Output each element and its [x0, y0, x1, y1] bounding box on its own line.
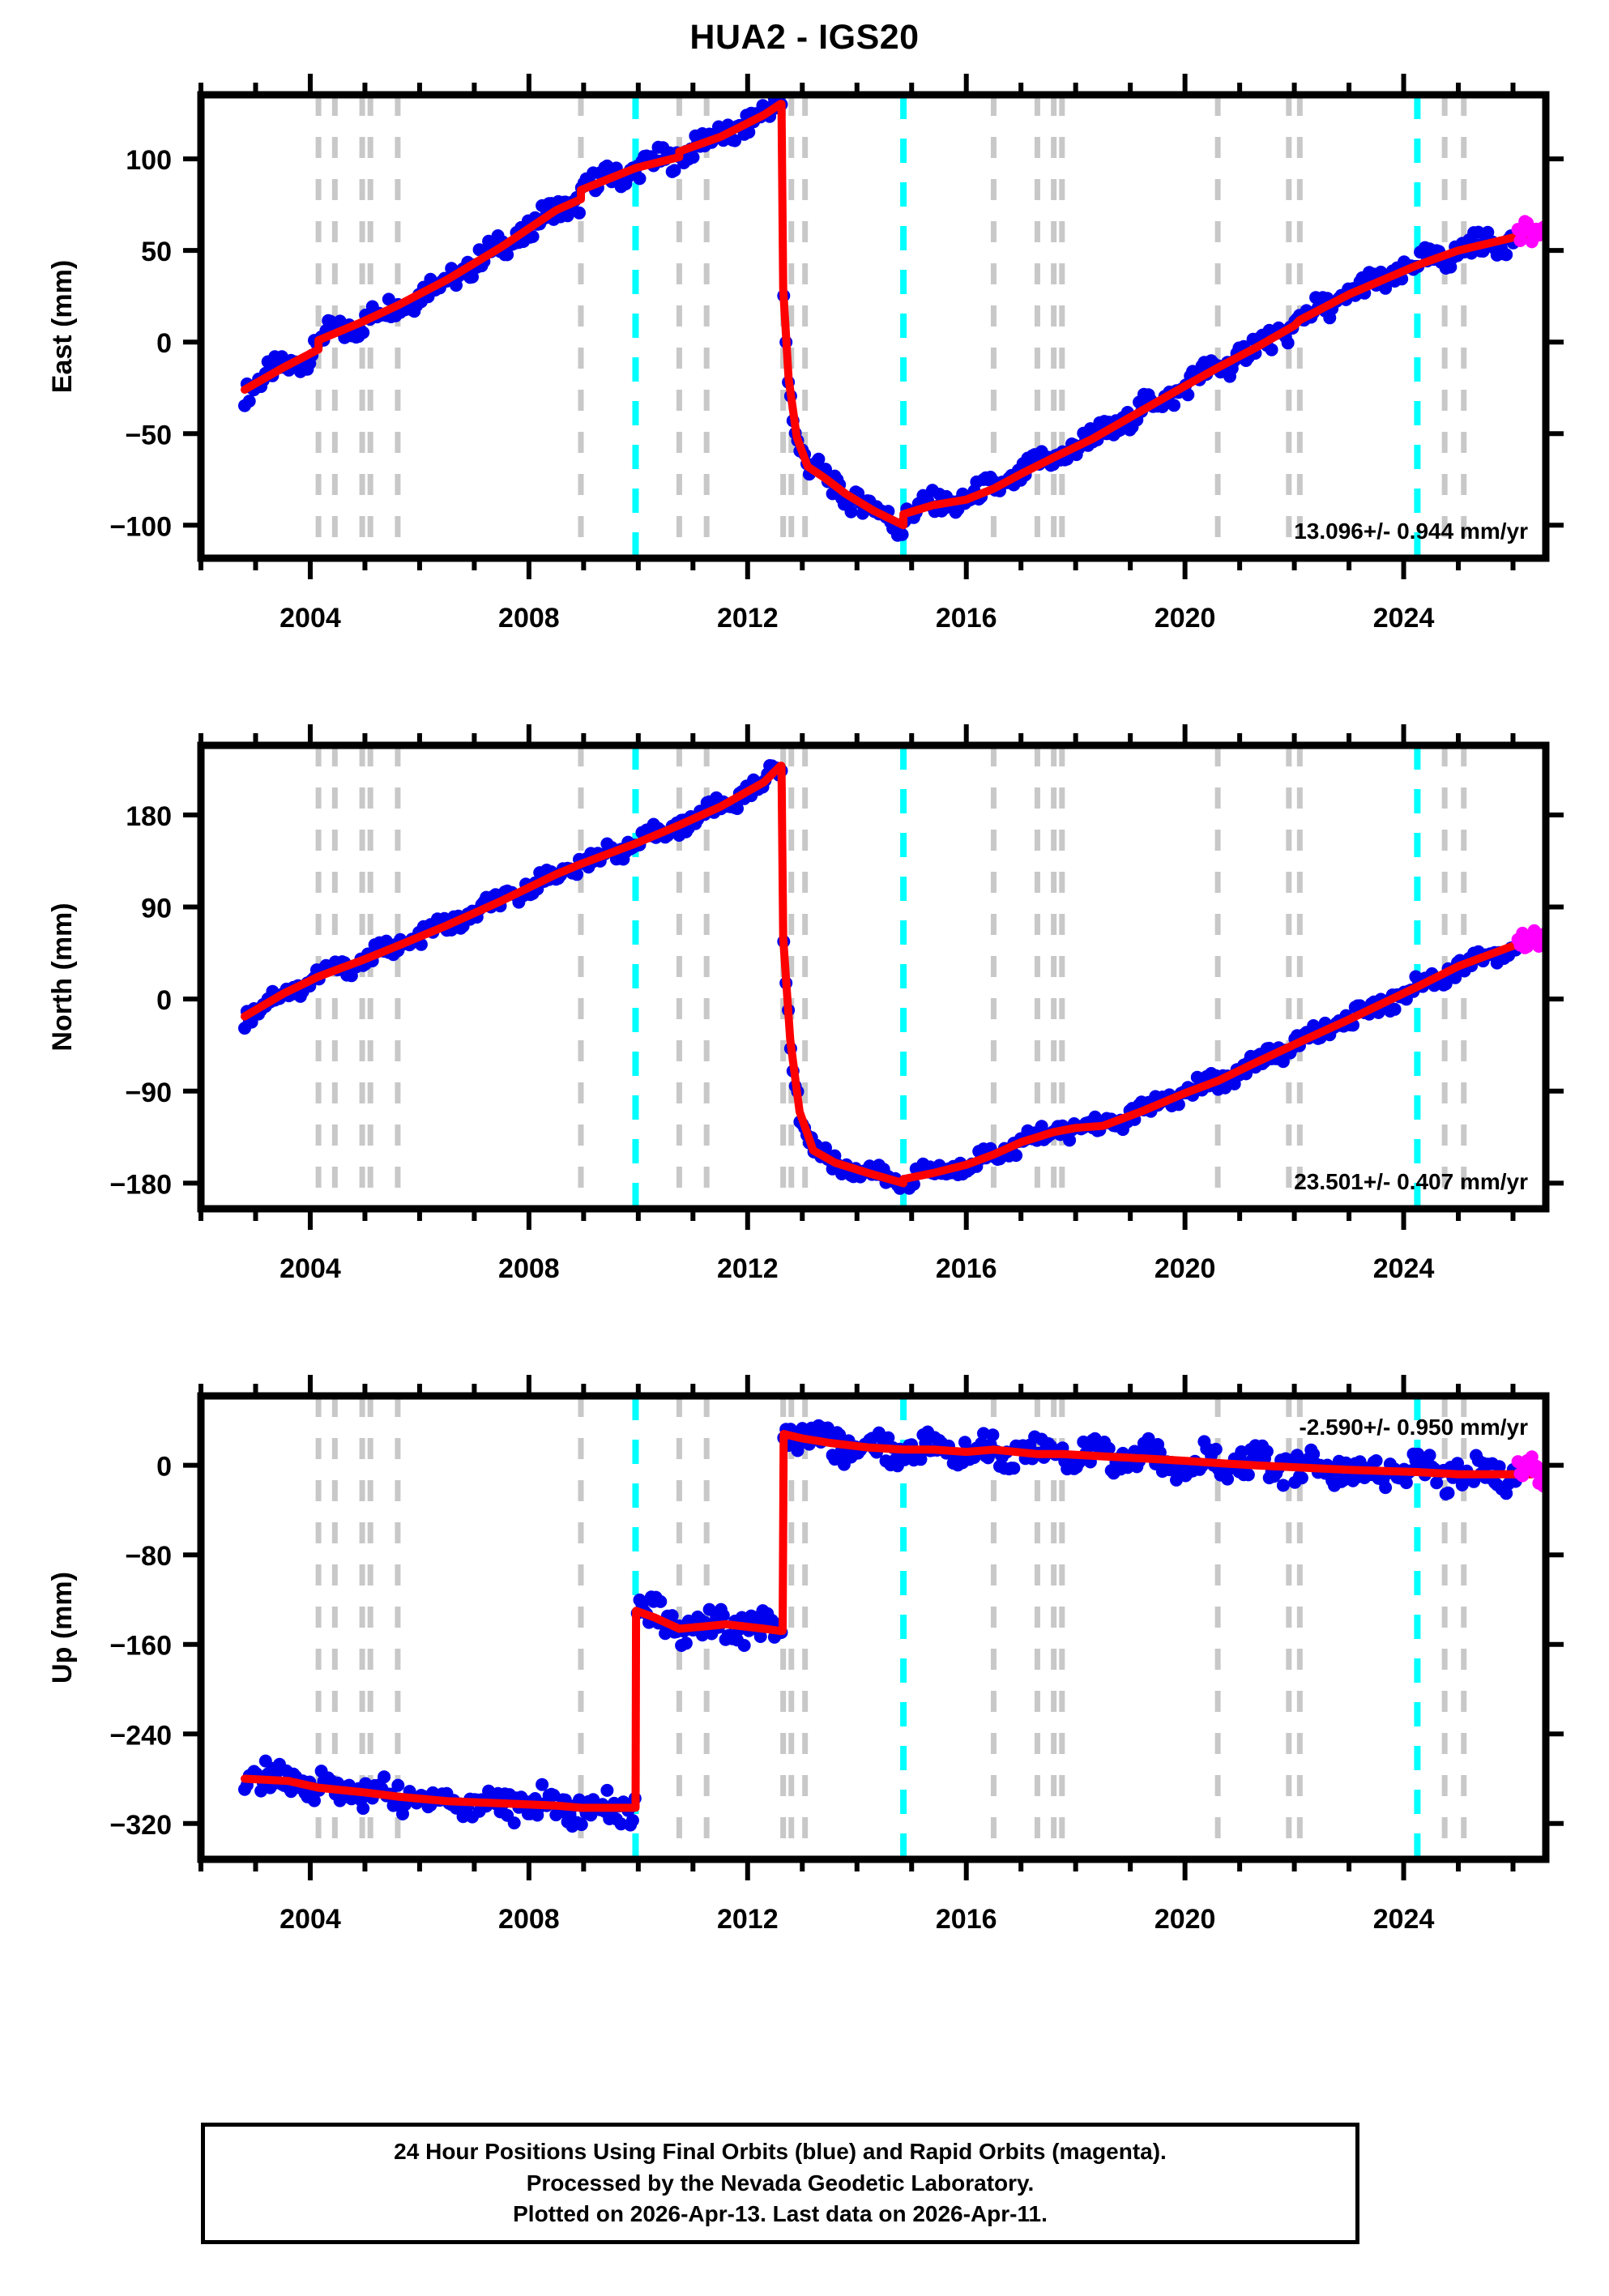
y-axis-title: North (mm) [47, 903, 78, 1051]
rate-annotation-up: -2.590+/- 0.950 mm/yr [1299, 1415, 1528, 1440]
y-tick-label: −160 [109, 1631, 172, 1662]
y-tick-label: 0 [156, 985, 172, 1016]
x-tick-label: 2016 [936, 1904, 997, 1935]
y-tick-label: 100 [126, 145, 172, 176]
plot-panel-east: 100 50 0 −50 −100 2004 2008 2012 2016 2020 2024 Eas… [0, 0, 1609, 650]
page-title: HUA2 - IGS20 [689, 18, 920, 57]
x-tick-label: 2024 [1373, 603, 1435, 634]
plot-panel-up: 0 −80 −160 −240 −320 2004 2008 2012 2016 2020 2024… [0, 1301, 1609, 1951]
data-points-final-orbits [238, 759, 1522, 1195]
data-points-final-orbits [238, 95, 1522, 542]
plot-frame [197, 741, 1550, 1213]
y-axis-title: East (mm) [47, 260, 78, 393]
x-tick-label: 2008 [498, 1904, 560, 1935]
data-points-rapid-orbits [1511, 215, 1546, 249]
plot-area-up [238, 1396, 1546, 1859]
x-tick-label: 2004 [280, 603, 341, 634]
y-tick-label: −90 [125, 1078, 172, 1108]
x-tick-label: 2020 [1154, 603, 1216, 634]
x-tick-label: 2012 [717, 603, 779, 634]
data-points-rapid-orbits [1511, 1450, 1546, 1493]
x-tick-label: 2024 [1373, 1904, 1435, 1935]
x-tick-label: 2020 [1154, 1253, 1216, 1284]
x-tick-label: 2016 [936, 1253, 997, 1284]
y-tick-label: 50 [141, 237, 172, 267]
rate-annotation-east: 13.096+/- 0.944 mm/yr [1294, 519, 1528, 544]
plot-svg-up: 0 −80 −160 −240 −320 2004 2008 2012 2016 2020 2024… [47, 1375, 1564, 1935]
y-tick-label: −240 [109, 1720, 172, 1751]
plot-panel-north: 180 90 0 −90 −180 2004 2008 2012 2016 2020 2024 Nor… [0, 651, 1609, 1300]
footer-line-1: 24 Hour Positions Using Final Orbits (bl… [394, 2139, 1167, 2165]
y-tick-label: 0 [156, 328, 172, 359]
y-tick-label: −320 [109, 1810, 172, 1841]
y-tick-label: −50 [125, 420, 172, 450]
plot-area-north [238, 745, 1546, 1209]
rate-annotation-north: 23.501+/- 0.407 mm/yr [1294, 1169, 1528, 1194]
plot-svg-east: 100 50 0 −50 −100 2004 2008 2012 2016 2020 2024 Eas… [47, 74, 1564, 634]
x-tick-label: 2020 [1154, 1904, 1216, 1935]
plot-frame [197, 1392, 1550, 1863]
x-tick-label: 2024 [1373, 1253, 1435, 1284]
plot-svg-north: 180 90 0 −90 −180 2004 2008 2012 2016 2020 2024 Nor… [47, 724, 1564, 1284]
y-tick-label: 180 [126, 801, 172, 832]
y-tick-label: −80 [125, 1541, 172, 1572]
model-trend-line [241, 1430, 1537, 1812]
x-tick-label: 2004 [280, 1904, 341, 1935]
x-tick-label: 2012 [717, 1904, 779, 1935]
y-tick-label: −180 [109, 1169, 172, 1200]
x-tick-label: 2016 [936, 603, 997, 634]
plot-area-east [238, 95, 1546, 558]
data-points-rapid-orbits [1511, 924, 1546, 954]
plot-frame [197, 91, 1550, 562]
model-trend-line [241, 762, 1537, 1188]
footer-note: 24 Hour Positions Using Final Orbits (bl… [201, 2123, 1359, 2244]
x-tick-label: 2008 [498, 603, 560, 634]
y-tick-label: 0 [156, 1452, 172, 1483]
footer-line-2: Processed by the Nevada Geodetic Laborat… [526, 2170, 1035, 2196]
data-points-final-orbits [238, 1419, 1522, 1833]
y-axis-title: Up (mm) [47, 1572, 78, 1684]
footer-line-3: Plotted on 2026-Apr-13. Last data on 202… [513, 2201, 1048, 2227]
y-tick-label: 90 [141, 894, 172, 924]
model-trend-line [241, 100, 1537, 530]
x-tick-label: 2008 [498, 1253, 560, 1284]
x-tick-label: 2012 [717, 1253, 779, 1284]
x-tick-label: 2004 [280, 1253, 341, 1284]
y-tick-label: −100 [109, 511, 172, 542]
